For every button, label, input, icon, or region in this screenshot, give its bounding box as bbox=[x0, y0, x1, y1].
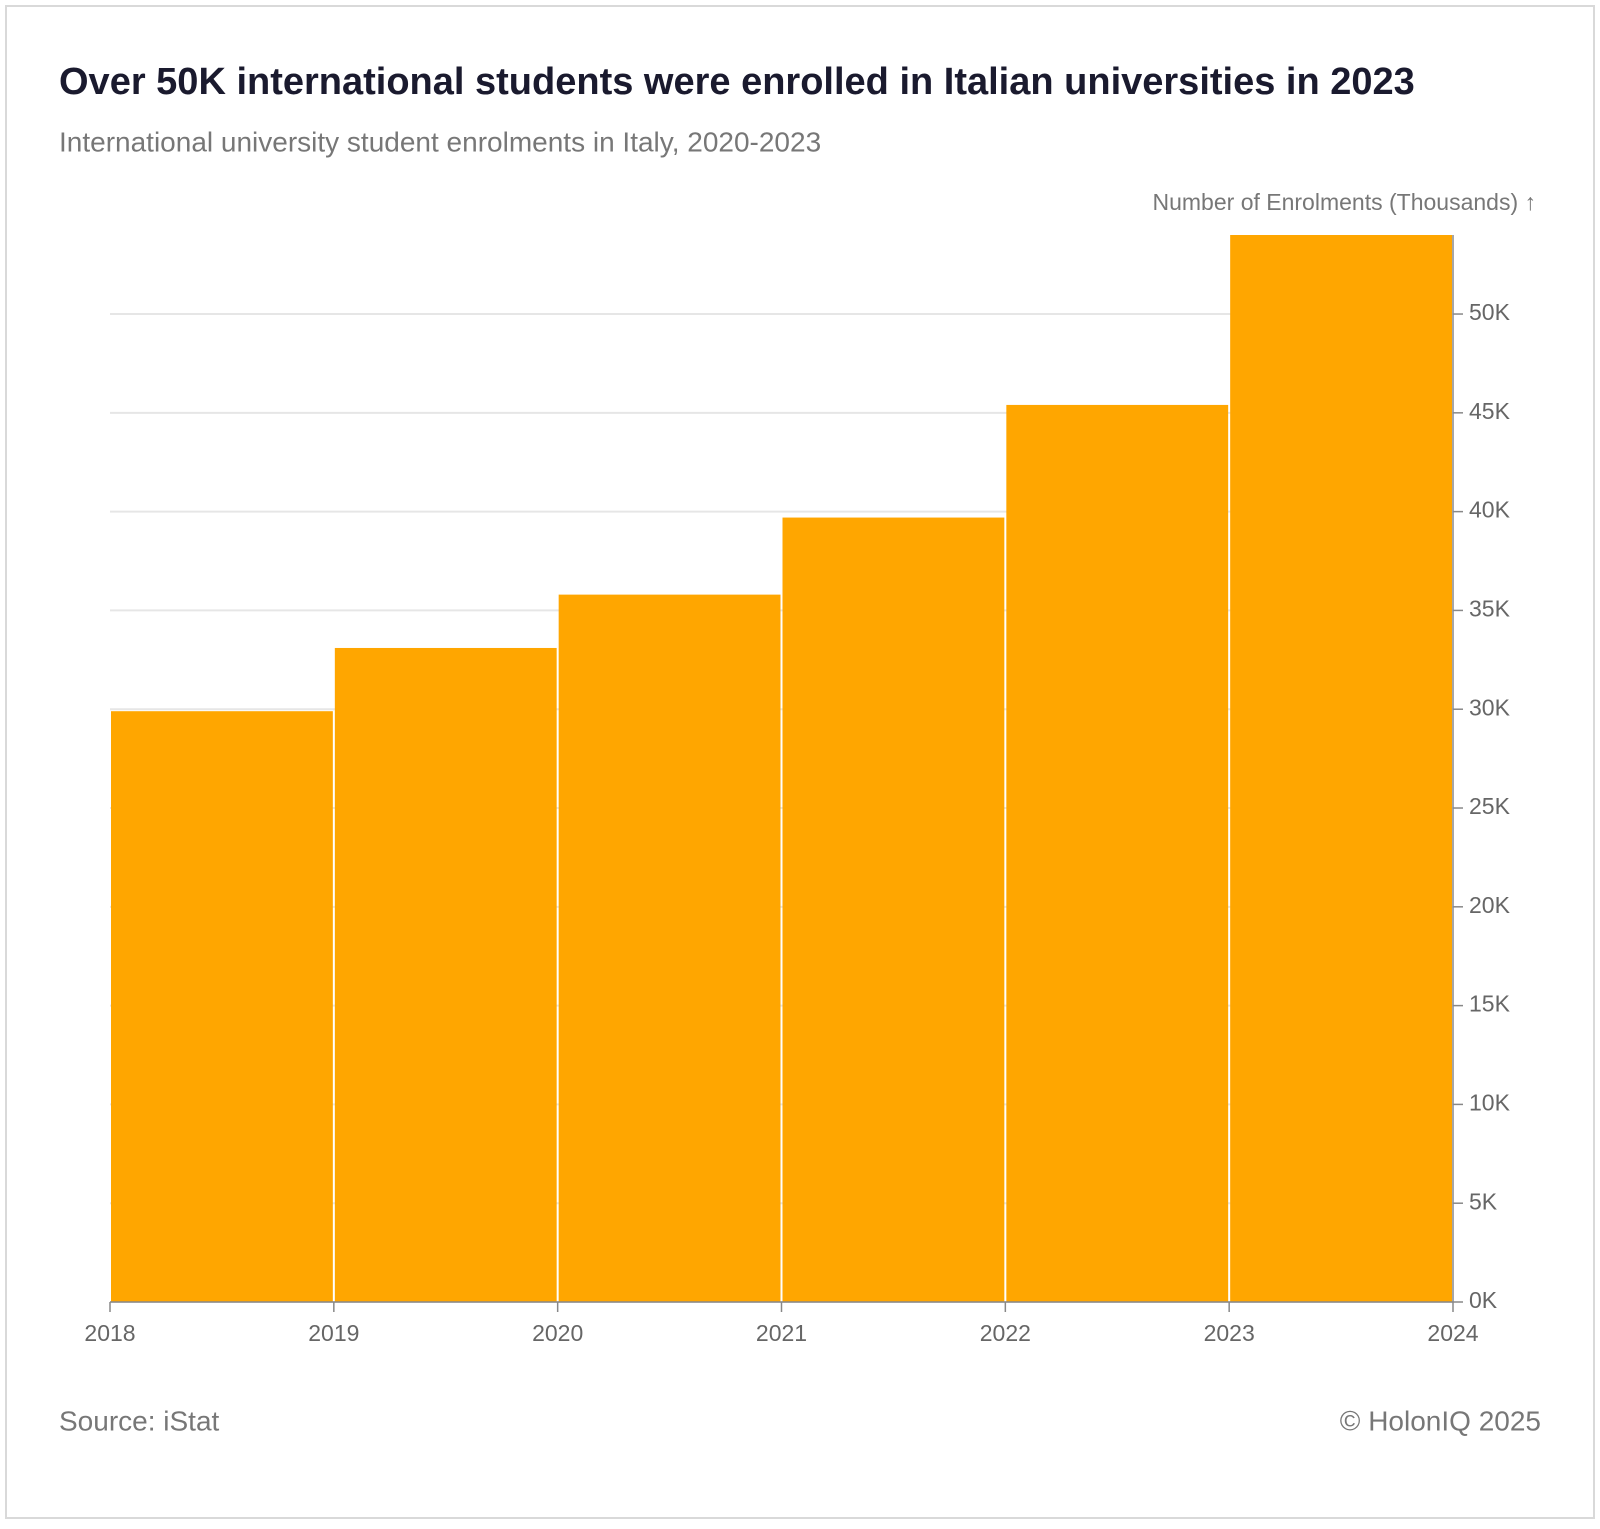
x-tick-label: 2018 bbox=[84, 1320, 135, 1346]
x-tick-label: 2024 bbox=[1427, 1320, 1478, 1346]
source: Source: iStat bbox=[59, 1405, 220, 1436]
y-tick-label: 45K bbox=[1469, 398, 1511, 424]
bar bbox=[334, 647, 557, 1302]
y-tick-label: 10K bbox=[1469, 1089, 1511, 1115]
y-tick-label: 35K bbox=[1469, 596, 1511, 622]
chart-subtitle: International university student enrolme… bbox=[59, 126, 821, 157]
y-tick-label: 5K bbox=[1469, 1188, 1498, 1214]
bar bbox=[1006, 404, 1229, 1302]
x-tick-label: 2019 bbox=[308, 1320, 359, 1346]
y-tick-label: 25K bbox=[1469, 793, 1511, 819]
y-tick-label: 50K bbox=[1469, 299, 1511, 325]
y-tick-label: 40K bbox=[1469, 497, 1511, 523]
x-tick-label: 2022 bbox=[980, 1320, 1031, 1346]
y-tick-label: 15K bbox=[1469, 991, 1511, 1017]
y-tick-label: 20K bbox=[1469, 892, 1511, 918]
bar bbox=[558, 594, 781, 1302]
bar bbox=[782, 517, 1005, 1302]
x-tick-label: 2021 bbox=[756, 1320, 807, 1346]
chart-title: Over 50K international students were enr… bbox=[59, 61, 1415, 103]
x-tick-label: 2020 bbox=[532, 1320, 583, 1346]
y-axis-title: Number of Enrolments (Thousands) ↑ bbox=[1153, 189, 1537, 215]
bar bbox=[1230, 235, 1452, 1302]
x-tick-label: 2023 bbox=[1204, 1320, 1255, 1346]
credit: © HolonIQ 2025 bbox=[1340, 1405, 1541, 1436]
y-tick-label: 0K bbox=[1469, 1287, 1498, 1313]
bar bbox=[111, 711, 333, 1302]
y-tick-label: 30K bbox=[1469, 694, 1511, 720]
